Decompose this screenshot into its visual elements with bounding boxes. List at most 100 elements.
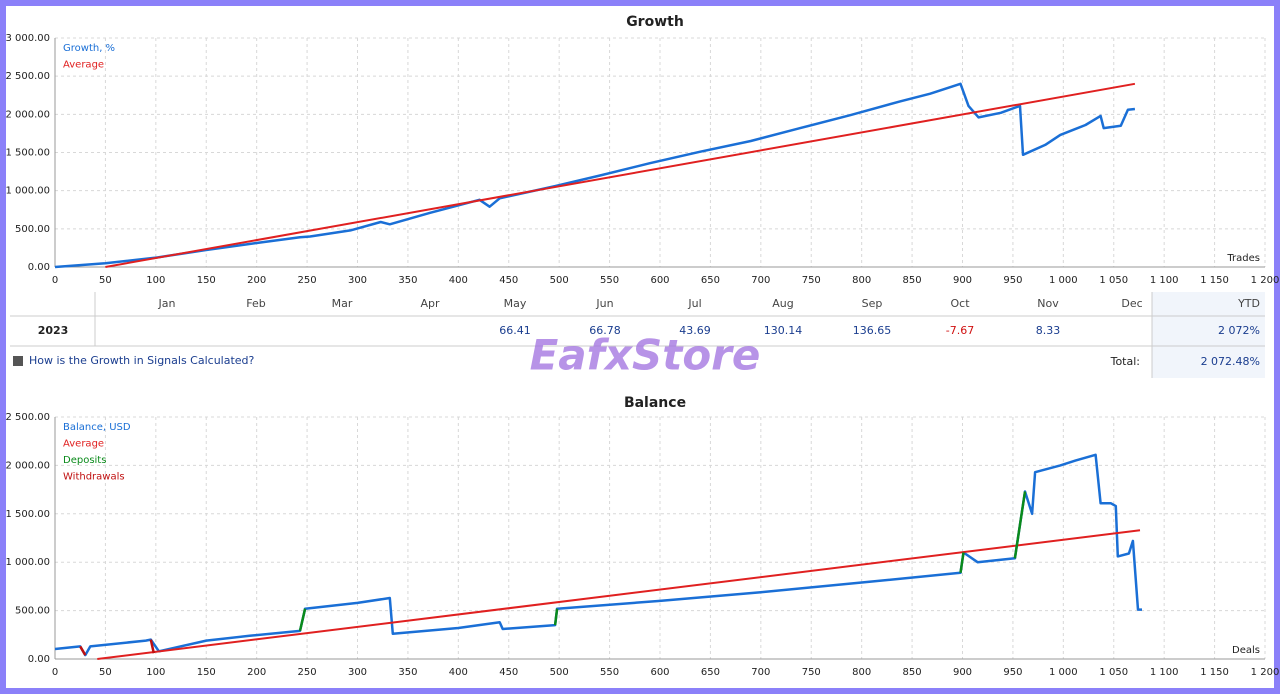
month-header: Jan — [158, 297, 176, 310]
month-header: Feb — [246, 297, 265, 310]
x-tick-label: 300 — [348, 667, 367, 678]
legend-entry: Deposits — [63, 455, 106, 466]
y-tick-label: 2 000.00 — [5, 109, 50, 120]
x-tick-label: 450 — [499, 275, 518, 286]
x-tick-label: 100 — [146, 275, 165, 286]
ytd-cell — [1152, 292, 1265, 378]
x-tick-label: 1 150 — [1200, 275, 1229, 286]
series-line — [105, 82, 1136, 268]
x-tick-label: 600 — [650, 275, 669, 286]
month-value: -7.67 — [946, 324, 974, 337]
x-tick-label: 800 — [852, 667, 871, 678]
series-line — [54, 82, 1136, 269]
legend-entry: Average — [63, 60, 104, 71]
x-tick-label: 400 — [449, 667, 468, 678]
x-tick-label: 1 000 — [1049, 667, 1078, 678]
y-tick-label: 3 000.00 — [5, 33, 50, 44]
legend-entry: Growth, % — [63, 43, 115, 54]
y-tick-label: 1 500.00 — [5, 148, 50, 159]
x-tick-label: 50 — [99, 275, 112, 286]
x-tick-label: 900 — [953, 275, 972, 286]
x-tick-label: 100 — [146, 667, 165, 678]
x-tick-label: 250 — [298, 275, 317, 286]
x-tick-label: 900 — [953, 667, 972, 678]
x-tick-label: 150 — [197, 275, 216, 286]
y-tick-label: 1 000.00 — [5, 186, 50, 197]
x-tick-label: 500 — [550, 275, 569, 286]
series-line — [97, 529, 1141, 660]
month-value: 66.78 — [589, 324, 621, 337]
month-header: Jun — [595, 297, 613, 310]
x-tick-label: 750 — [802, 275, 821, 286]
series-line — [298, 491, 1027, 632]
year: 2023 — [38, 324, 69, 337]
x-tick-label: 500 — [550, 667, 569, 678]
x-tick-label: 850 — [903, 275, 922, 286]
x-tick-label: 300 — [348, 275, 367, 286]
month-header: Oct — [950, 297, 970, 310]
x-tick-label: 950 — [1003, 667, 1022, 678]
month-header: Aug — [772, 297, 793, 310]
help-link[interactable]: How is the Growth in Signals Calculated? — [29, 354, 255, 367]
x-tick-label: 700 — [751, 275, 770, 286]
x-tick-label: 750 — [802, 667, 821, 678]
x-tick-label: 50 — [99, 667, 112, 678]
y-tick-label: 1 000.00 — [5, 557, 50, 568]
chart-title: Balance — [624, 395, 686, 411]
total-value: 2 072.48% — [1201, 355, 1260, 368]
legend-entry: Balance, USD — [63, 422, 131, 433]
y-tick-label: 500.00 — [15, 224, 50, 235]
y-tick-label: 500.00 — [15, 606, 50, 617]
month-header: YTD — [1237, 297, 1260, 310]
total-label: Total: — [1110, 355, 1140, 368]
x-tick-label: 650 — [701, 275, 720, 286]
x-tick-label: 0 — [52, 275, 58, 286]
series-line — [54, 453, 1142, 657]
month-value: 43.69 — [679, 324, 711, 337]
series-line — [79, 639, 156, 656]
x-tick-label: 950 — [1003, 275, 1022, 286]
y-tick-label: 2 500.00 — [5, 412, 50, 423]
y-tick-label: 1 500.00 — [5, 509, 50, 520]
x-tick-label: 250 — [298, 667, 317, 678]
x-tick-label: 550 — [600, 667, 619, 678]
y-tick-label: 2 000.00 — [5, 460, 50, 471]
x-tick-label: 1 200 — [1251, 667, 1280, 678]
x-tick-label: 1 200 — [1251, 275, 1280, 286]
month-header: Mar — [332, 297, 353, 310]
month-header: Jul — [687, 297, 701, 310]
legend-entry: Withdrawals — [63, 472, 125, 483]
help-icon — [13, 356, 23, 366]
x-tick-label: 800 — [852, 275, 871, 286]
x-tick-label: 550 — [600, 275, 619, 286]
x-tick-label: 0 — [52, 667, 58, 678]
y-tick-label: 2 500.00 — [5, 71, 50, 82]
y-tick-label: 0.00 — [28, 654, 50, 665]
x-axis-label: Deals — [1232, 645, 1260, 656]
x-tick-label: 650 — [701, 667, 720, 678]
month-value: 66.41 — [499, 324, 531, 337]
x-tick-label: 1 000 — [1049, 275, 1078, 286]
watermark: EafxStore — [530, 331, 761, 380]
month-header: Nov — [1037, 297, 1059, 310]
x-tick-label: 350 — [398, 275, 417, 286]
x-tick-label: 700 — [751, 667, 770, 678]
x-axis-label: Trades — [1226, 253, 1260, 264]
x-tick-label: 1 150 — [1200, 667, 1229, 678]
month-header: Apr — [420, 297, 440, 310]
x-tick-label: 600 — [650, 667, 669, 678]
x-tick-label: 1 100 — [1150, 275, 1179, 286]
x-tick-label: 1 100 — [1150, 667, 1179, 678]
x-tick-label: 400 — [449, 275, 468, 286]
month-header: Sep — [862, 297, 883, 310]
month-header: Dec — [1121, 297, 1142, 310]
legend-entry: Average — [63, 439, 104, 450]
x-tick-label: 450 — [499, 667, 518, 678]
chart-title: Growth — [626, 14, 684, 30]
x-tick-label: 150 — [197, 667, 216, 678]
ytd-value: 2 072% — [1218, 324, 1260, 337]
x-tick-label: 850 — [903, 667, 922, 678]
y-tick-label: 0.00 — [28, 262, 50, 273]
